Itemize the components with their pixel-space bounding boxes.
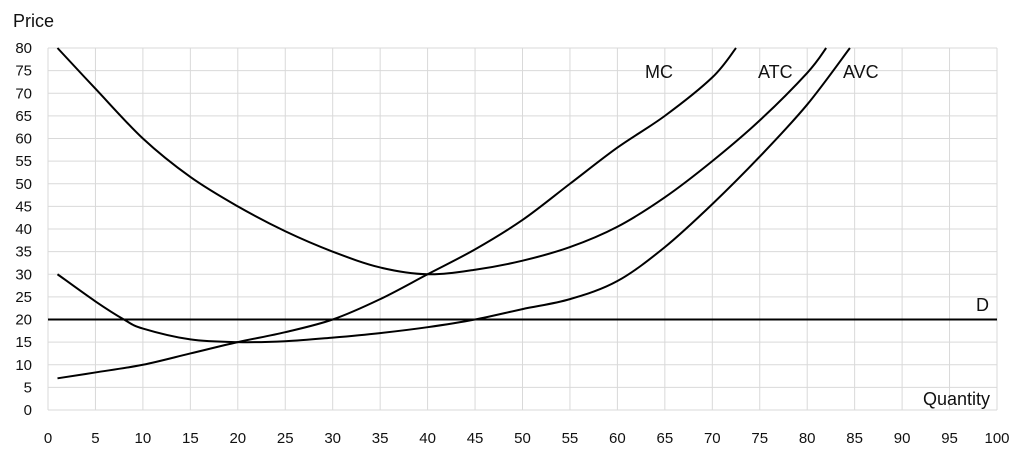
x-tick-label: 35 — [372, 430, 389, 447]
y-tick-label: 75 — [15, 63, 32, 80]
x-tick-label: 80 — [799, 430, 816, 447]
x-tick-label: 85 — [846, 430, 863, 447]
y-tick-label: 45 — [15, 198, 32, 215]
x-tick-label: 90 — [894, 430, 911, 447]
x-tick-label: 25 — [277, 430, 294, 447]
curve-label-atc: ATC — [758, 62, 793, 82]
y-tick-label: 40 — [15, 221, 32, 238]
y-tick-label: 5 — [24, 379, 32, 396]
x-tick-label: 0 — [44, 430, 52, 447]
y-axis-title: Price — [13, 11, 54, 31]
y-tick-label: 55 — [15, 153, 32, 170]
x-tick-label: 70 — [704, 430, 721, 447]
y-tick-label: 50 — [15, 176, 32, 193]
x-tick-label: 15 — [182, 430, 199, 447]
y-tick-label: 80 — [15, 40, 32, 57]
y-tick-label: 35 — [15, 244, 32, 261]
x-tick-label: 45 — [467, 430, 484, 447]
x-axis-title: Quantity — [923, 389, 990, 409]
x-tick-label: 10 — [135, 430, 152, 447]
y-tick-label: 30 — [15, 266, 32, 283]
y-tick-label: 10 — [15, 357, 32, 374]
x-tick-label: 60 — [609, 430, 626, 447]
x-tick-label: 100 — [984, 430, 1009, 447]
x-tick-label: 20 — [229, 430, 246, 447]
y-tick-label: 60 — [15, 131, 32, 148]
x-tick-label: 50 — [514, 430, 531, 447]
x-tick-label: 65 — [657, 430, 674, 447]
series-atc-line — [56, 47, 827, 276]
y-tick-label: 0 — [24, 402, 32, 419]
curve-label-d: D — [976, 295, 989, 315]
y-tick-label: 65 — [15, 108, 32, 125]
series — [48, 47, 997, 380]
y-tick-label: 20 — [15, 312, 32, 329]
x-tick-label: 95 — [941, 430, 958, 447]
x-tick-label: 55 — [562, 430, 579, 447]
x-tick-label: 30 — [324, 430, 341, 447]
x-tick-label: 40 — [419, 430, 436, 447]
curve-labels: MC ATC AVC D — [645, 62, 989, 315]
series-avc-line — [56, 47, 851, 344]
tick-labels: 0 5 10 15 20 25 30 35 40 45 50 55 60 65 70 75 80 85 90 95 10… — [15, 40, 1009, 447]
x-tick-label: 75 — [751, 430, 768, 447]
curve-label-avc: AVC — [843, 62, 879, 82]
y-tick-label: 70 — [15, 85, 32, 102]
curve-label-mc: MC — [645, 62, 673, 82]
x-tick-label: 5 — [91, 430, 99, 447]
series-mc-line — [57, 47, 737, 380]
grid — [47, 47, 998, 411]
y-tick-label: 15 — [15, 334, 32, 351]
y-tick-label: 25 — [15, 289, 32, 306]
